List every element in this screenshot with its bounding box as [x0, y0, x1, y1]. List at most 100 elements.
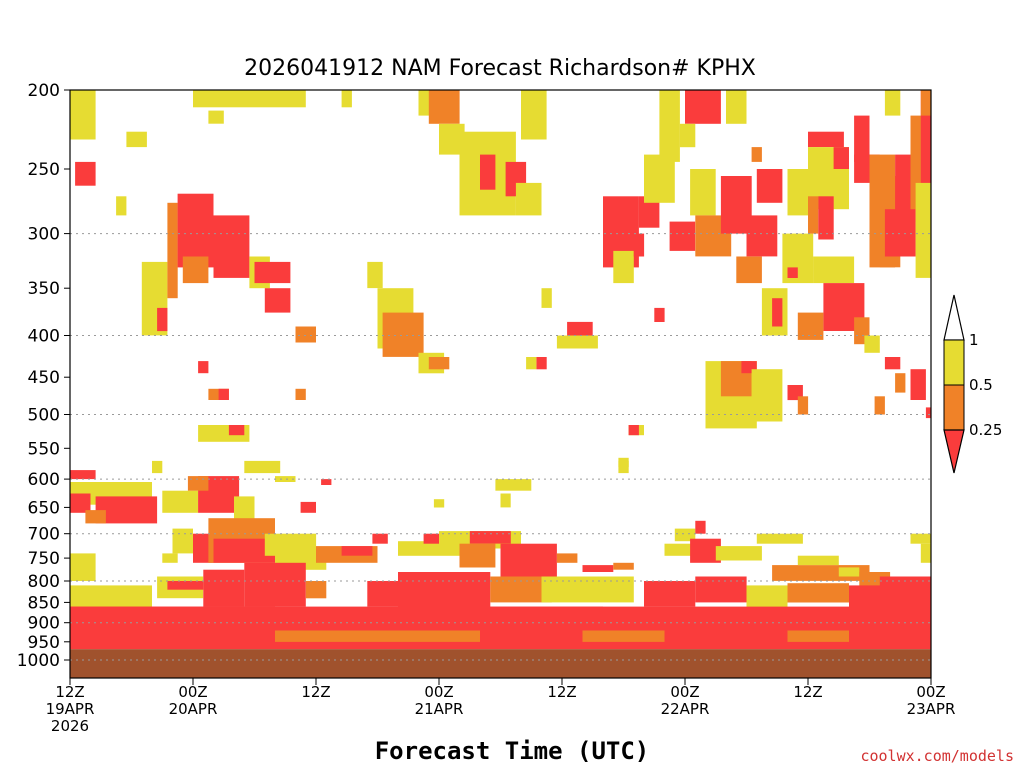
ri-cell-56	[746, 215, 778, 257]
ri-cell-77	[895, 154, 916, 222]
ri-cell-27	[228, 425, 245, 436]
ri-cell-46	[659, 90, 680, 162]
ri-cell-131	[469, 531, 511, 544]
ri-cell-111	[300, 501, 316, 513]
ri-cell-105	[162, 490, 199, 513]
ri-cell-86	[895, 373, 906, 393]
y-tick-label-600: 600	[28, 470, 60, 490]
ri-cell-167	[480, 606, 603, 623]
ri-cell-95	[874, 396, 885, 415]
credit-link[interactable]: coolwx.com/models	[860, 747, 1014, 765]
ri-cell-171	[582, 630, 665, 642]
ri-cell-139	[715, 546, 762, 561]
ri-cell-35	[515, 182, 542, 216]
ri-cell-69	[813, 256, 855, 284]
ri-cell-80	[915, 182, 931, 278]
ri-cell-40	[556, 335, 598, 349]
ri-cell-49	[685, 90, 721, 124]
ri-cell-84	[864, 335, 880, 353]
ri-cell-43	[633, 233, 645, 257]
ri-cell-37	[536, 357, 547, 370]
ri-cell-51	[690, 169, 716, 216]
ri-cell-148	[70, 553, 96, 581]
ri-cell-60	[772, 298, 783, 327]
ri-cell-79	[920, 90, 932, 268]
ri-cell-29	[428, 90, 460, 124]
ri-cell-145	[910, 533, 931, 544]
ri-cell-88	[925, 407, 931, 419]
ri-cell-129	[459, 543, 496, 568]
ri-cell-161	[746, 585, 788, 611]
y-tick-label-250: 250	[28, 160, 60, 180]
ri-cell-114	[495, 479, 532, 491]
legend-bin-0.25-0.5	[943, 384, 965, 431]
y-tick-label-1000: 1000	[17, 651, 60, 671]
ri-cell-62	[787, 267, 798, 278]
y-tick-label-900: 900	[28, 614, 60, 634]
ri-cell-17	[367, 261, 383, 289]
ri-cell-71	[797, 312, 824, 340]
y-tick-label-200: 200	[28, 81, 60, 101]
x-tick-label-60: 00Z 22APR	[661, 683, 710, 718]
legend-arrow-low	[943, 429, 965, 474]
ri-cell-146	[920, 543, 932, 563]
ri-cell-142	[797, 555, 839, 566]
x-tick-label-0: 12Z 19APR 2026	[46, 683, 95, 735]
x-tick-label-72: 12Z	[793, 683, 822, 701]
ri-cell-0	[70, 90, 96, 140]
ri-cell-132	[556, 553, 578, 563]
ri-cell-53	[726, 90, 747, 124]
ri-cell-155	[367, 581, 399, 607]
ri-cell-24	[218, 388, 229, 400]
ri-cell-118	[193, 533, 214, 563]
ri-cell-151	[167, 581, 204, 590]
ri-cell-130	[500, 543, 557, 577]
y-tick-label-850: 850	[28, 593, 60, 613]
ri-cell-125	[372, 533, 388, 544]
x-tick-label-24: 12Z	[301, 683, 330, 701]
ri-cell-147	[879, 576, 932, 588]
ri-cell-42	[613, 250, 634, 284]
ri-cell-25	[295, 388, 306, 400]
ri-cell-22	[198, 361, 209, 374]
ri-cell-11	[254, 261, 291, 284]
x-tick-label-84: 00Z 23APR	[907, 683, 956, 718]
y-tick-label-400: 400	[28, 327, 60, 347]
ground-below-surface	[70, 649, 931, 678]
ri-cell-127	[423, 533, 445, 544]
ri-cell-159	[644, 581, 696, 607]
ri-cell-103	[85, 510, 106, 524]
y-tick-label-550: 550	[28, 439, 60, 459]
ri-cell-143	[838, 567, 860, 577]
ri-cell-162	[787, 583, 849, 603]
ri-cell-120	[213, 538, 275, 563]
y-tick-label-700: 700	[28, 525, 60, 545]
ri-cell-99	[70, 470, 96, 480]
ri-cell-66	[808, 196, 819, 234]
ri-cell-108	[234, 496, 255, 524]
ri-cell-160	[695, 576, 747, 603]
ri-cell-6	[167, 202, 178, 299]
ri-cell-14	[193, 90, 306, 108]
ri-cell-169	[838, 608, 932, 625]
ri-cell-32	[480, 154, 496, 190]
ri-cell-12	[264, 288, 291, 313]
ri-cell-13	[295, 326, 316, 343]
ri-cell-64	[808, 131, 844, 148]
y-tick-label-300: 300	[28, 225, 60, 245]
ri-cell-5	[157, 307, 168, 332]
ri-cell-94	[797, 396, 809, 415]
ri-cell-112	[321, 479, 332, 485]
ri-cell-36	[541, 288, 552, 308]
ri-cell-168	[664, 610, 788, 627]
ri-cell-87	[910, 369, 926, 400]
ri-cell-81	[884, 90, 901, 116]
ri-cell-101	[70, 493, 91, 513]
ri-cell-21	[428, 357, 450, 370]
ri-cell-48	[669, 221, 696, 251]
ri-cell-63	[787, 169, 808, 216]
ri-cell-166	[70, 606, 275, 623]
ri-cell-154	[305, 581, 327, 599]
ri-cell-172	[787, 630, 849, 642]
ri-cell-82	[920, 90, 932, 116]
